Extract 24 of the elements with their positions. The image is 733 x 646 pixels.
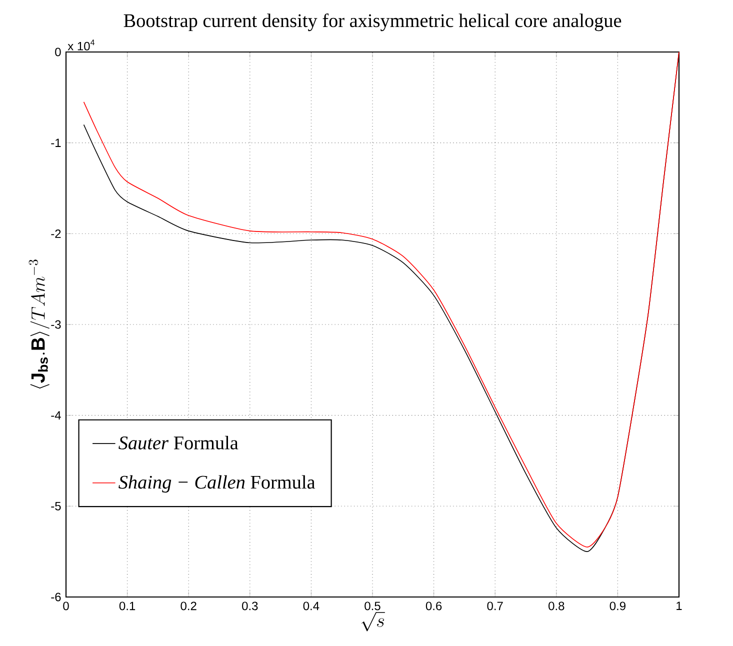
y-tick-label: -2	[51, 229, 61, 238]
x-tick-label: 0.4	[303, 602, 320, 610]
x-tick-label: 0.5	[364, 602, 380, 610]
x-tick-label: 0.9	[610, 602, 626, 610]
x-tick-label: 0.3	[242, 602, 258, 610]
y-axis-title: $\langle \mathbf{J}_{\mathbf{bs}}.\mathbf{B}\rangle / TAm^{-3}$	[28, 260, 50, 388]
x-tick-label: 0.8	[548, 602, 564, 610]
y-tick-label: -5	[51, 502, 61, 510]
x-tick-label: 0.1	[119, 602, 136, 610]
x-tick-label: 0.6	[426, 602, 442, 610]
x-tick-label: 0.7	[487, 602, 503, 610]
y-tick-label: -6	[51, 592, 61, 602]
chart-title: Bootstrap current density for axisymmetric helical core analogue	[124, 13, 622, 32]
legend-label: Sauter Formula	[118, 436, 238, 450]
y-tick-label: -1	[51, 138, 61, 147]
x-tick-label: 1	[676, 602, 682, 610]
x-tick-label: 0.2	[180, 602, 196, 610]
y-tick-label: -3	[51, 320, 61, 329]
legend-label: Shaing − Callen Formula	[118, 475, 316, 493]
y-tick-label: -4	[51, 411, 61, 420]
x-tick-label: 0	[63, 602, 69, 610]
y-tick-label: 0	[55, 48, 61, 56]
x-axis-title: $\sqrt{s}$	[361, 612, 385, 632]
text: x 10$^{4}$	[68, 40, 95, 50]
